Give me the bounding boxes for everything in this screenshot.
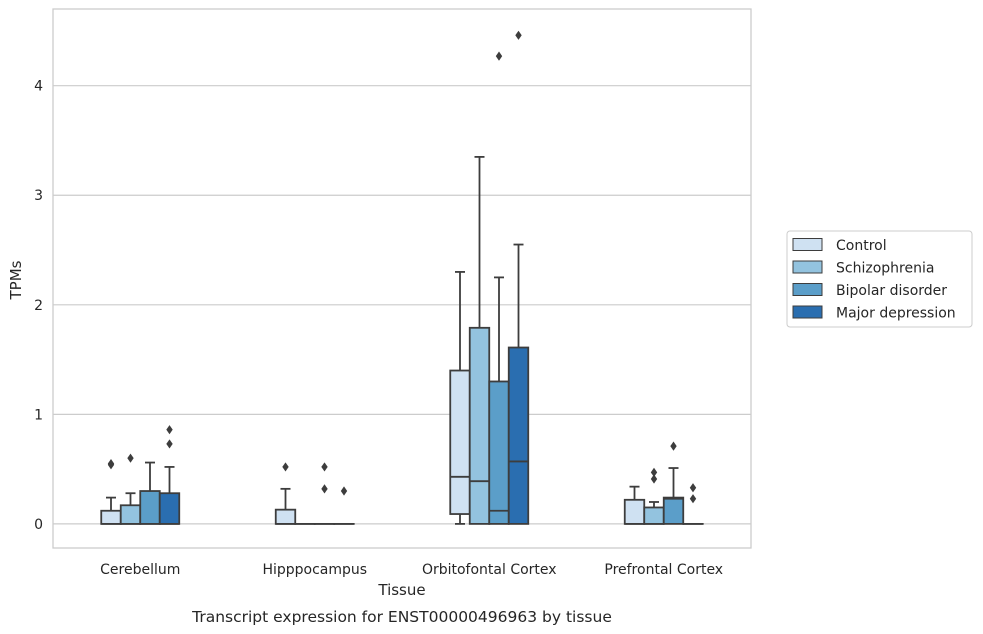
box-major-depression	[682, 483, 704, 525]
plot-frame	[52, 8, 752, 549]
legend-label: Schizophrenia	[836, 261, 934, 277]
y-tick-label: 0	[34, 517, 43, 533]
plot-background	[53, 9, 751, 548]
outlier-point	[650, 474, 658, 484]
outlier-point	[515, 30, 522, 40]
outlier-point	[495, 51, 503, 61]
box-iqr	[507, 346, 530, 525]
legend-label: Major depression	[836, 306, 956, 322]
outlier-point	[670, 441, 677, 451]
box-schizophrenia	[643, 467, 665, 525]
legend: Control Schizophrenia Bipolar disorder Majo…	[786, 230, 973, 328]
box-series-group	[100, 30, 704, 525]
box-iqr	[449, 369, 471, 515]
outlier-point	[107, 460, 115, 470]
box-iqr	[119, 504, 142, 525]
box-control	[100, 459, 122, 525]
legend-swatch	[792, 260, 823, 274]
outlier-point	[127, 453, 134, 463]
outlier-point	[321, 462, 328, 472]
legend-label: Control	[836, 238, 887, 254]
legend-swatch	[792, 283, 823, 296]
outlier-point	[340, 486, 348, 496]
box-iqr	[139, 490, 161, 525]
chart-caption: Transcript expression for ENST0000049696…	[191, 608, 612, 626]
x-tick-labels: Cerebellum Hipppocampus Orbitofontal Corte…	[100, 562, 723, 578]
box-control	[274, 462, 297, 525]
y-tick-label: 3	[34, 188, 43, 204]
box-iqr	[623, 498, 646, 525]
y-tick-label: 1	[34, 407, 43, 423]
outlier-point	[689, 483, 697, 493]
y-axis-label: TPMs	[7, 260, 25, 300]
box-iqr	[158, 492, 181, 525]
legend-label: Bipolar disorder	[836, 283, 947, 299]
box-major-depression	[158, 425, 181, 525]
outlier-point	[166, 425, 173, 435]
outlier-point	[321, 484, 328, 494]
box-iqr	[643, 506, 665, 525]
y-tick-label: 4	[34, 79, 43, 95]
x-tick-label: Cerebellum	[100, 562, 180, 578]
legend-swatch	[792, 305, 823, 319]
y-tick-labels: 0 1 2 3 4	[34, 79, 43, 533]
box-major-depression	[333, 486, 355, 525]
outlier-point	[166, 439, 173, 449]
box-schizophrenia	[119, 453, 142, 525]
box-iqr	[468, 326, 491, 525]
box-major-depression	[507, 30, 530, 525]
box-iqr	[662, 496, 685, 525]
legend-frame	[786, 230, 973, 328]
box-iqr	[100, 509, 122, 525]
outlier-point	[650, 467, 658, 478]
outlier-point	[689, 494, 697, 504]
x-axis-label: Tissue	[377, 581, 425, 599]
y-tick-label: 2	[34, 298, 43, 314]
box-iqr	[274, 508, 297, 525]
outlier-point	[282, 462, 289, 472]
x-tick-label: Hipppocampus	[262, 562, 367, 578]
box-bipolar-disorder	[662, 441, 685, 525]
x-tick-label: Orbitofontal Cortex	[422, 562, 557, 578]
legend-swatch	[792, 238, 823, 251]
box-iqr	[488, 380, 510, 525]
x-tick-label: Prefrontal Cortex	[604, 562, 723, 578]
